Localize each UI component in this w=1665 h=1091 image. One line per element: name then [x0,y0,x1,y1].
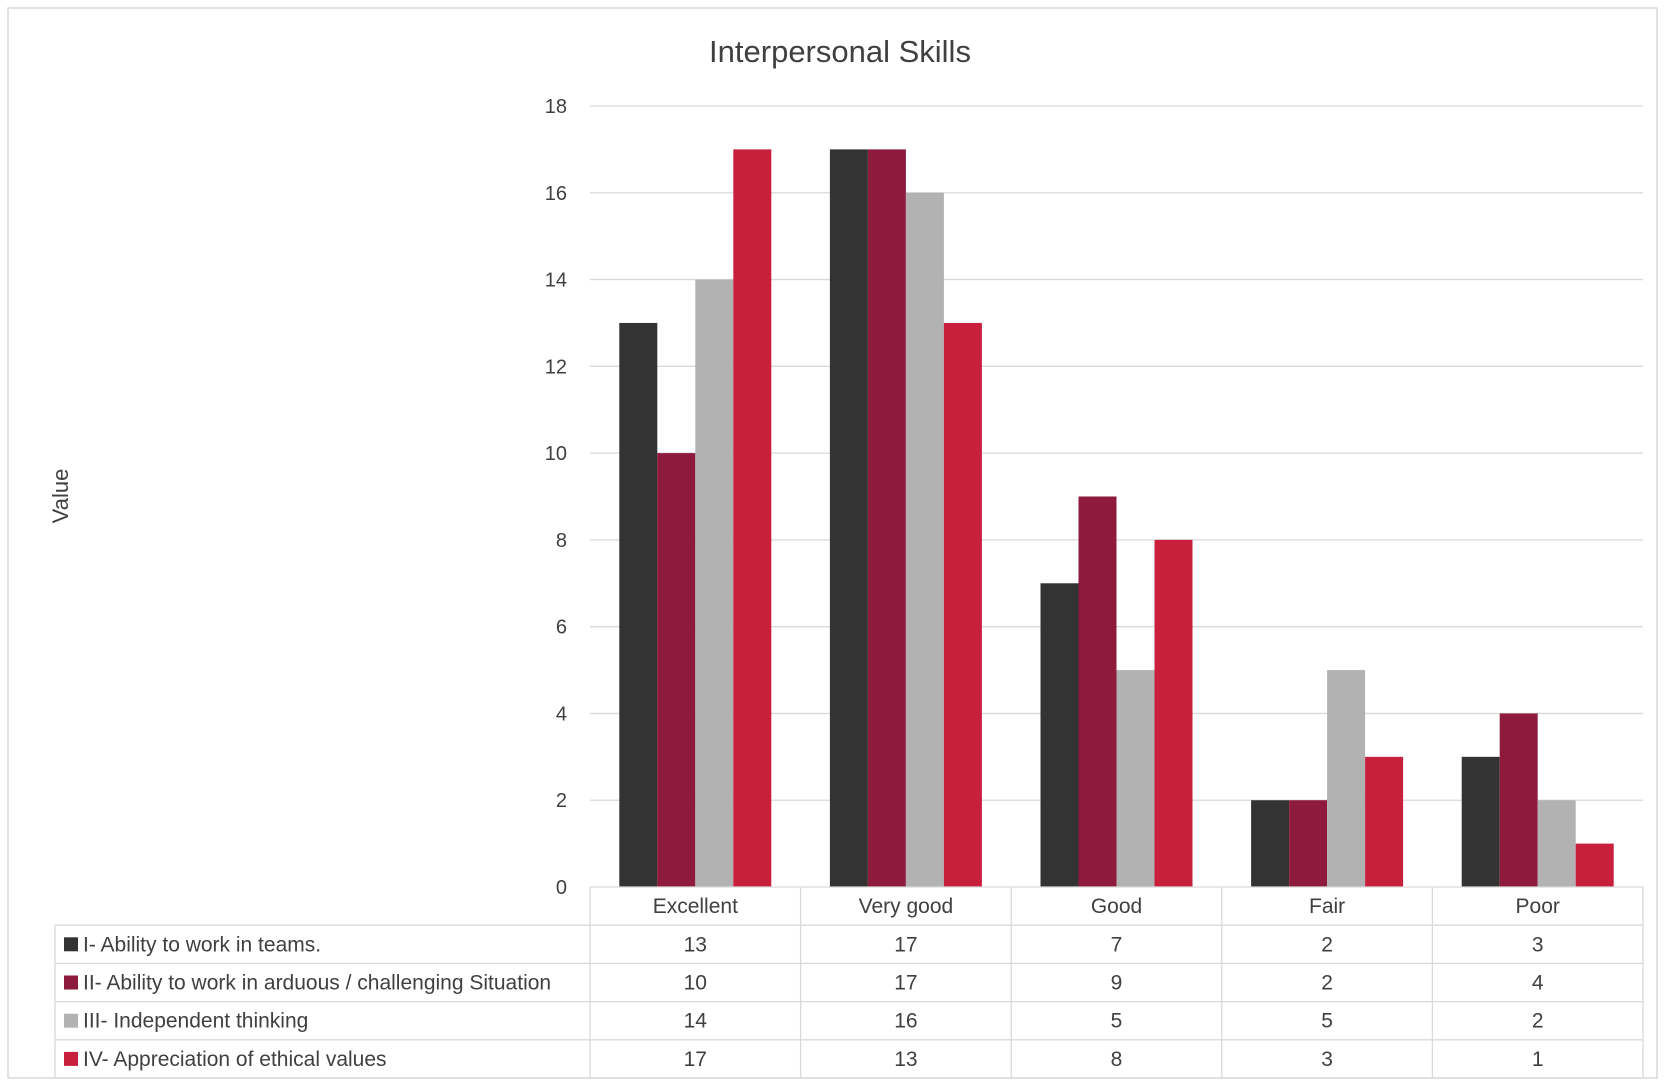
legend-label: II- Ability to work in arduous / challen… [83,972,551,995]
x-tick-label-fair: Fair [1309,895,1345,918]
y-axis-label: Value [48,469,73,524]
table-cell-value: 14 [684,1010,708,1033]
legend-label: III- Independent thinking [83,1010,308,1033]
bar-iv-appreciation-of-ethic-fair [1365,756,1404,887]
bar-ii-ability-to-work-in-ar-poor [1499,713,1538,887]
bar-iii-independent-thinking-poor [1537,800,1576,887]
table-cell-value: 10 [684,972,707,995]
bar-iv-appreciation-of-ethic-poor [1575,843,1614,887]
table-cell-value: 2 [1321,972,1333,995]
table-cell-value: 17 [894,972,917,995]
x-tick-label-good: Good [1091,895,1142,918]
data-table: Excellent Very good Good Fair Poor I- Ability… [54,886,1644,1079]
table-cell-value: 3 [1532,933,1544,956]
table-cell-value: 5 [1321,1010,1333,1033]
table-cell-value: 17 [684,1048,707,1071]
y-tick-label: 8 [556,530,567,552]
chart-title: Interpersonal Skills [709,34,971,69]
bar-ii-ability-to-work-in-ar-excellent [657,453,696,887]
legend-key-iv-appreciation-of-ethic [64,1051,78,1066]
bar-iii-independent-thinking-fair [1327,670,1366,887]
bar-iv-appreciation-of-ethic-good [1154,539,1193,887]
table-cell-value: 2 [1321,933,1333,956]
bar-i-ability-to-work-in-tea-very-good [829,149,868,887]
table-cell-value: 8 [1111,1048,1123,1071]
table-cell-value: 9 [1111,972,1123,995]
x-tick-label-poor: Poor [1516,895,1560,918]
x-tick-label-very-good: Very good [859,895,954,918]
legend-key-i-ability-to-work-in-tea [64,937,78,952]
table-cell-value: 7 [1111,933,1123,956]
bar-ii-ability-to-work-in-ar-very-good [867,149,906,887]
y-tick-labels: 0 2 4 6 8 10 12 14 16 18 [545,96,567,899]
bar-i-ability-to-work-in-tea-excellent [619,322,658,887]
bar-iv-appreciation-of-ethic-excellent [733,149,772,887]
bar-iii-independent-thinking-very-good [905,192,944,887]
y-tick-label: 16 [545,183,567,205]
table-cell-value: 13 [684,933,707,956]
bar-iii-independent-thinking-good [1116,670,1155,887]
y-tick-label: 10 [545,443,567,465]
bar-i-ability-to-work-in-tea-good [1040,583,1079,887]
table-cell-value: 16 [894,1010,917,1033]
y-tick-label: 4 [556,703,567,725]
y-tick-label: 2 [556,790,567,812]
bar-iii-independent-thinking-excellent [695,279,734,887]
table-cell-value: 4 [1532,972,1544,995]
bars [619,149,1614,887]
y-tick-label: 18 [545,96,567,118]
legend-key-ii-ability-to-work-in-ar [64,975,78,990]
table-cell-value: 5 [1111,1010,1123,1033]
legend-label: IV- Appreciation of ethical values [83,1048,387,1071]
bar-i-ability-to-work-in-tea-poor [1461,756,1500,887]
table-cell-value: 2 [1532,1010,1544,1033]
table-cell-value: 1 [1532,1048,1544,1071]
table-cell-value: 3 [1321,1048,1333,1071]
y-tick-label: 12 [545,356,567,378]
table-cell-value: 13 [894,1048,917,1071]
bar-i-ability-to-work-in-tea-fair [1251,800,1290,887]
bar-iv-appreciation-of-ethic-very-good [943,322,982,887]
bar-ii-ability-to-work-in-ar-good [1078,496,1117,887]
legend-key-iii-independent-thinking [64,1013,78,1028]
table-cell-value: 17 [894,933,917,956]
y-tick-label: 14 [545,270,567,292]
y-tick-label: 0 [556,877,567,899]
bar-ii-ability-to-work-in-ar-fair [1289,800,1328,887]
legend-label: I- Ability to work in teams. [83,933,321,956]
x-tick-label-excellent: Excellent [653,895,738,918]
y-tick-label: 6 [556,617,567,639]
